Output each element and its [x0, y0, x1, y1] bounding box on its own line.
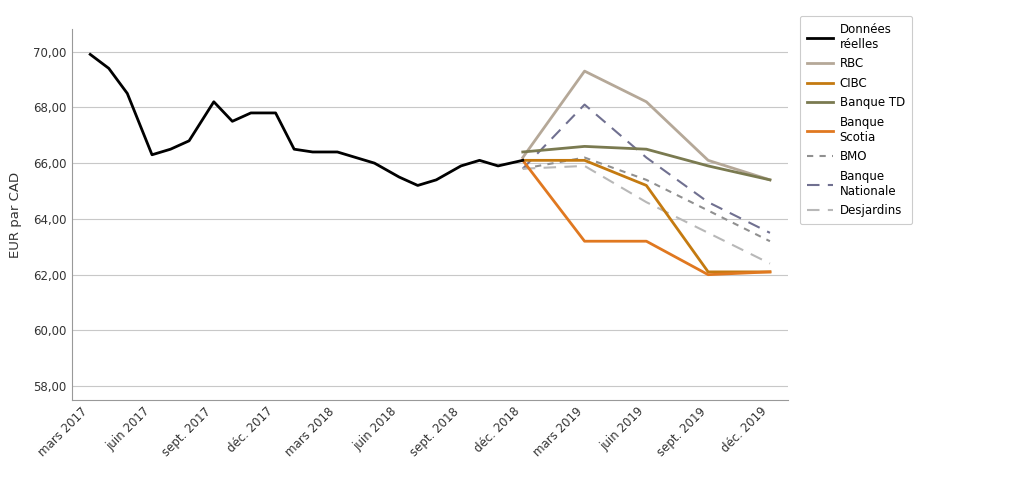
Y-axis label: EUR par CAD: EUR par CAD — [9, 172, 23, 258]
Legend: Données
réelles, RBC, CIBC, Banque TD, Banque
Scotia, BMO, Banque
Nationale, Des: Données réelles, RBC, CIBC, Banque TD, B… — [800, 16, 912, 224]
